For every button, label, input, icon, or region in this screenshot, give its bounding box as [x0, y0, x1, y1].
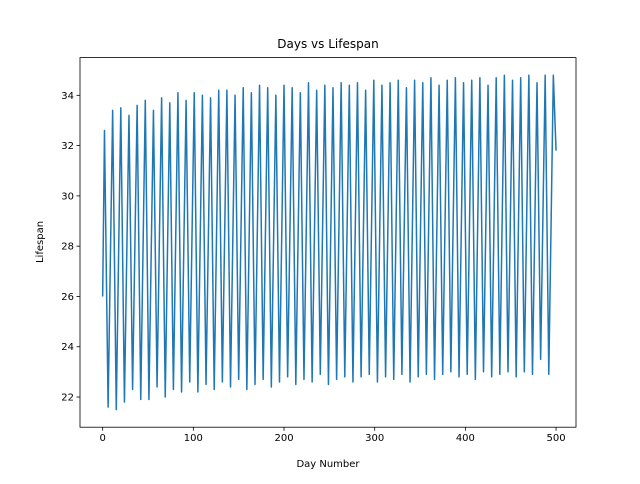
- chart-title: Days vs Lifespan: [277, 37, 378, 51]
- y-tick-label: 34: [61, 91, 74, 102]
- x-tick-label: 200: [274, 433, 293, 444]
- y-axis-label: Lifespan: [35, 221, 46, 263]
- x-tick-label: 0: [99, 433, 105, 444]
- plot-frame: [79, 57, 577, 428]
- x-axis-label: Day Number: [296, 459, 360, 470]
- y-tick-label: 32: [61, 141, 74, 152]
- data-line: [101, 74, 557, 411]
- x-tick-label: 300: [365, 433, 384, 444]
- y-tick-label: 24: [61, 342, 74, 353]
- y-tick-label: 26: [61, 292, 74, 303]
- y-tick-label: 22: [61, 393, 74, 404]
- x-tick-label: 400: [456, 433, 475, 444]
- x-tick-label: 100: [184, 433, 203, 444]
- y-tick-label: 28: [61, 242, 74, 253]
- x-tick-label: 500: [547, 433, 566, 444]
- y-tick-label: 30: [61, 191, 74, 202]
